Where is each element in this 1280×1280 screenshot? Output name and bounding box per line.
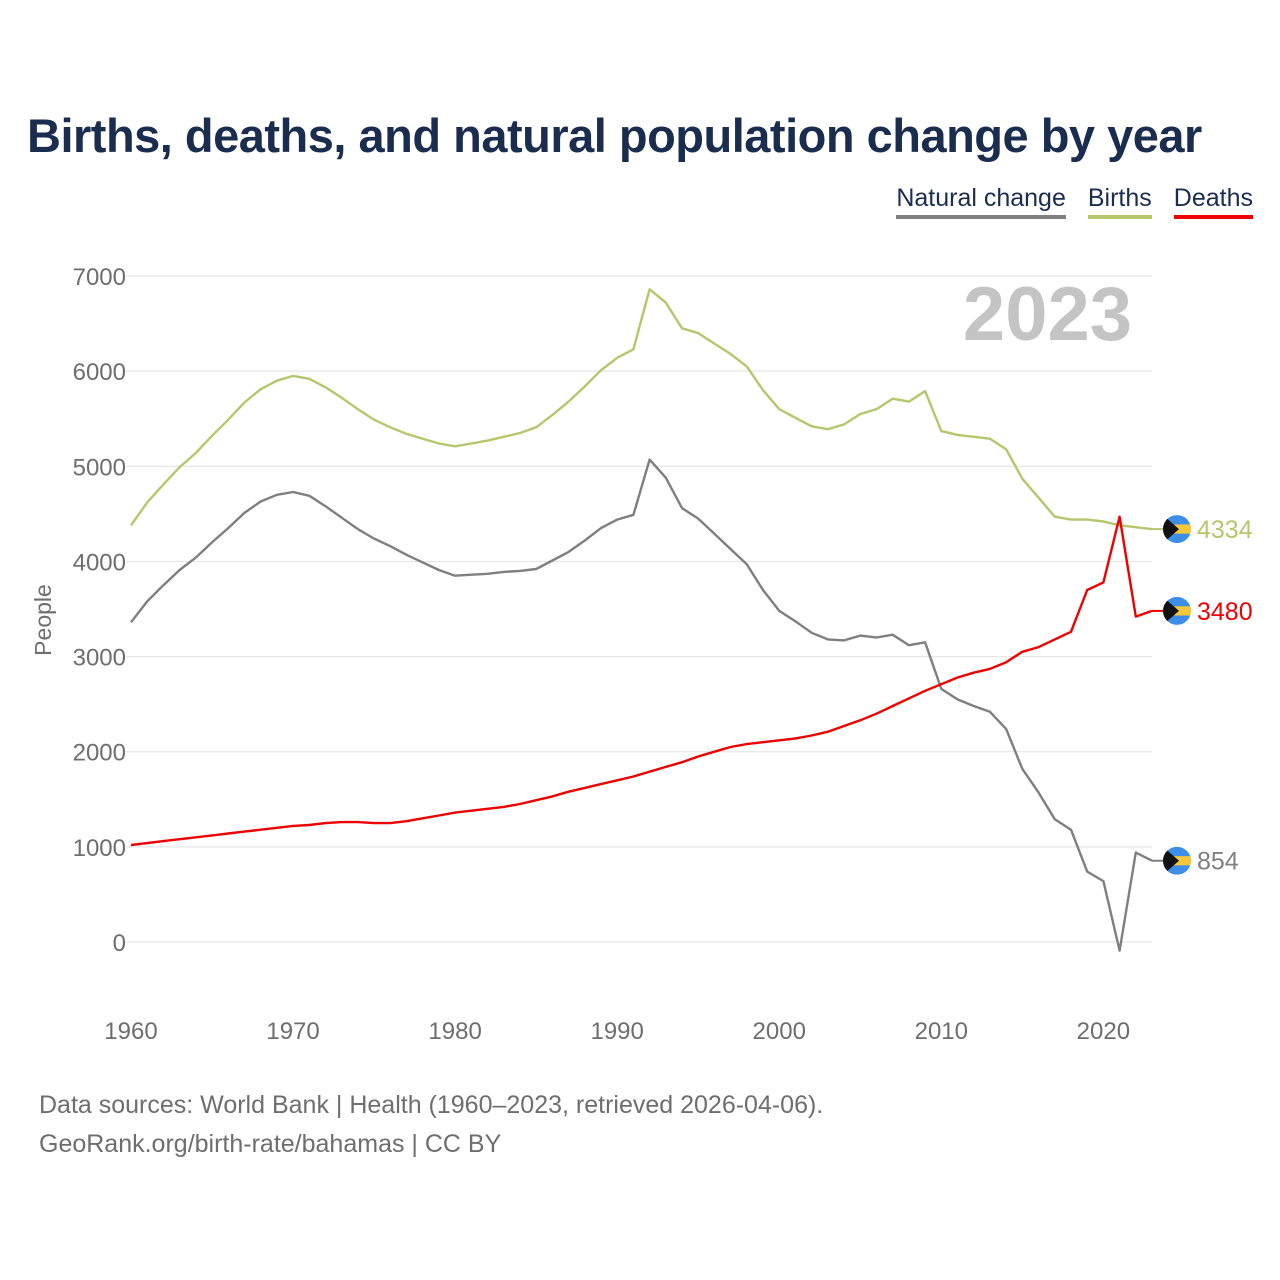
bahamas-flag-icon xyxy=(1163,846,1191,875)
x-tick-label: 1970 xyxy=(266,1018,319,1045)
x-axis-ticks: 1960 1970 1980 1990 2000 2010 2020 xyxy=(104,1018,1130,1045)
x-tick-label: 2000 xyxy=(753,1018,806,1045)
bahamas-flag-icon xyxy=(1163,596,1191,625)
legend-births[interactable]: Births xyxy=(1087,184,1152,219)
x-tick-label: 2010 xyxy=(915,1018,968,1045)
y-tick-label: 0 xyxy=(113,930,126,957)
series-line-deaths xyxy=(130,515,1153,847)
legend-natural-change[interactable]: Natural change xyxy=(896,184,1066,219)
end-value-label: 854 xyxy=(1197,848,1239,876)
series-line-births xyxy=(130,288,1153,531)
year-label: 2023 xyxy=(963,272,1132,357)
x-tick-label: 1990 xyxy=(590,1018,643,1045)
y-axis-ticks: 0 1000 2000 3000 4000 5000 6000 7000 xyxy=(73,264,126,957)
y-tick-label: 5000 xyxy=(73,454,126,481)
x-tick-label: 1980 xyxy=(428,1018,481,1045)
end-value-label: 4334 xyxy=(1197,516,1253,544)
gridlines xyxy=(126,275,1152,943)
legend: Natural change Births Deaths xyxy=(896,184,1253,219)
x-tick-label: 2020 xyxy=(1077,1018,1130,1045)
source-line-2: GeoRank.org/birth-rate/bahamas | CC BY xyxy=(39,1130,502,1158)
legend-deaths[interactable]: Deaths xyxy=(1173,184,1253,219)
y-tick-label: 2000 xyxy=(73,740,126,767)
y-tick-label: 4000 xyxy=(73,549,126,576)
series-line-natural-change xyxy=(130,458,1153,952)
end-markers: 854 4334 3480 xyxy=(1152,515,1253,876)
series-lines xyxy=(130,288,1153,952)
sources: Data sources: World Bank | Health (1960–… xyxy=(39,1086,823,1164)
y-tick-label: 7000 xyxy=(73,264,126,291)
bahamas-flag-icon xyxy=(1163,515,1191,544)
y-tick-label: 1000 xyxy=(73,835,126,862)
source-line-1: Data sources: World Bank | Health (1960–… xyxy=(39,1091,824,1119)
y-tick-label: 6000 xyxy=(73,359,126,386)
x-tick-label: 1960 xyxy=(104,1018,157,1045)
chart-title: Births, deaths, and natural population c… xyxy=(27,109,1202,162)
y-axis-label: People xyxy=(30,584,56,656)
y-tick-label: 3000 xyxy=(73,645,126,672)
end-value-label: 3480 xyxy=(1197,598,1253,626)
